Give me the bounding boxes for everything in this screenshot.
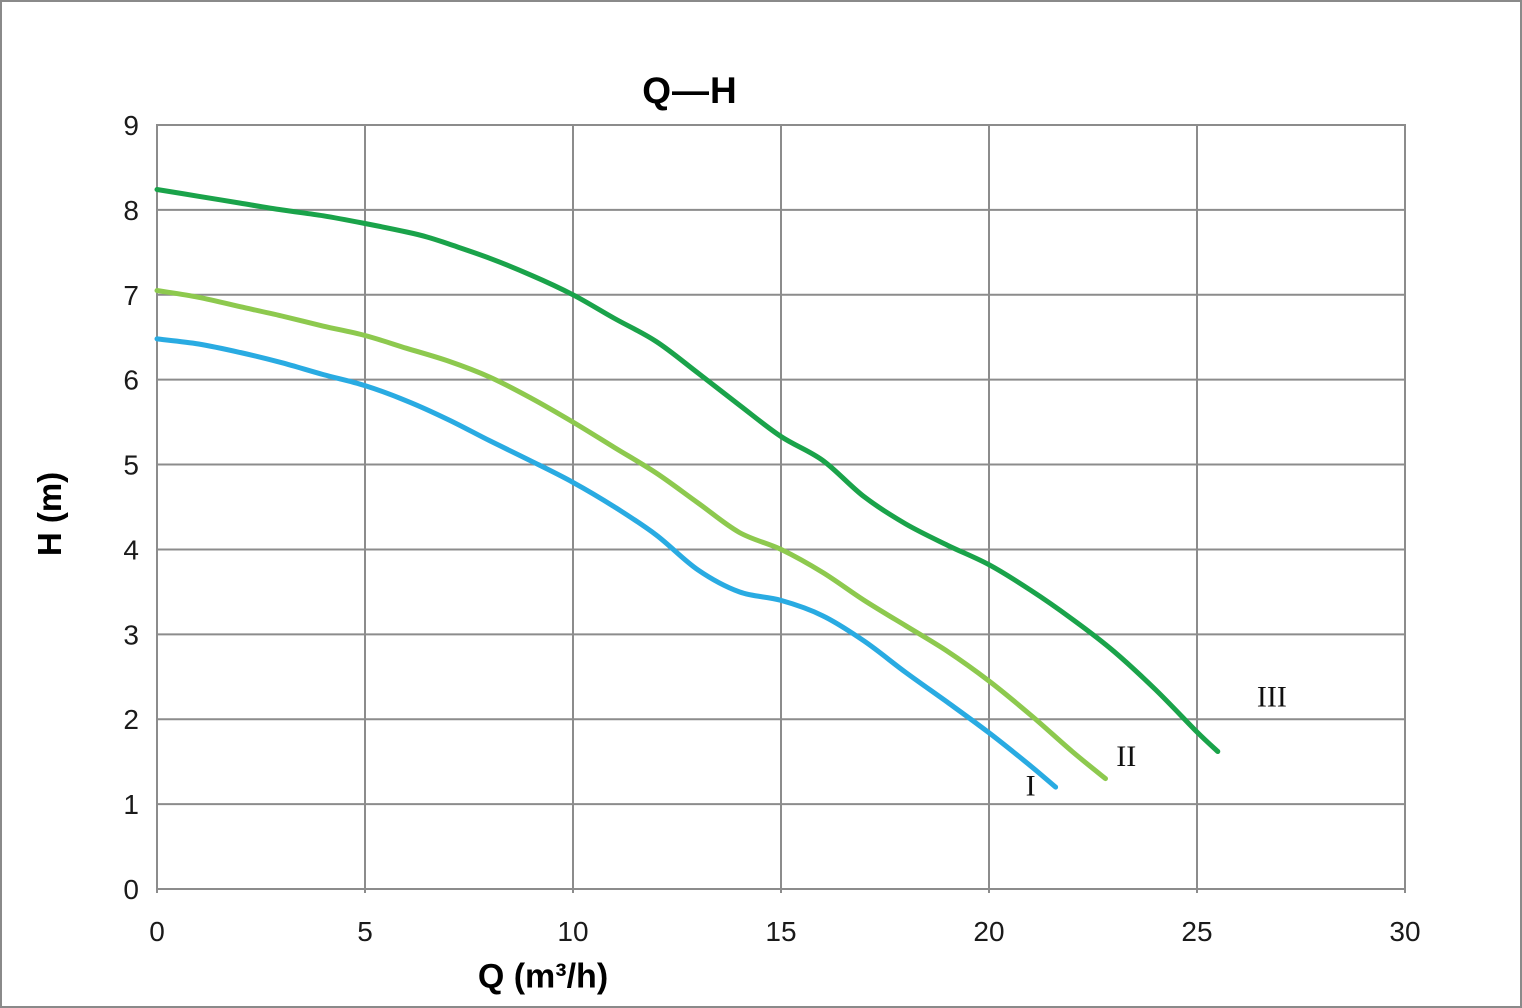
x-tick-label: 25 xyxy=(1181,916,1212,947)
y-tick-label: 3 xyxy=(123,619,139,650)
y-tick-label: 2 xyxy=(123,704,139,735)
curve-I xyxy=(154,336,1059,790)
x-tick-label: 15 xyxy=(765,916,796,947)
chart-title: Q—H xyxy=(642,70,738,111)
x-axis-title: Q (m³/h) xyxy=(477,957,609,996)
x-tick-label: 30 xyxy=(1389,916,1420,947)
x-tick-label: 20 xyxy=(973,916,1004,947)
x-tick-label: 0 xyxy=(149,916,165,947)
y-tick-label: 4 xyxy=(123,534,139,565)
curve-label-I: I xyxy=(1026,770,1036,803)
y-tick-label: 9 xyxy=(123,110,139,141)
x-tick-label: 5 xyxy=(357,916,373,947)
y-tick-label: 7 xyxy=(123,280,139,311)
y-tick-label: 0 xyxy=(123,874,139,905)
plot-border xyxy=(156,124,1406,890)
curve-label-III: III xyxy=(1257,680,1287,713)
curve-II xyxy=(154,288,1108,782)
y-tick-label: 1 xyxy=(123,789,139,820)
curve-label-II: II xyxy=(1116,740,1136,773)
y-tick-label: 6 xyxy=(123,365,139,396)
y-tick-label: 8 xyxy=(123,195,139,226)
x-tick-label: 10 xyxy=(557,916,588,947)
curve-III xyxy=(154,187,1221,754)
y-tick-label: 5 xyxy=(123,450,139,481)
